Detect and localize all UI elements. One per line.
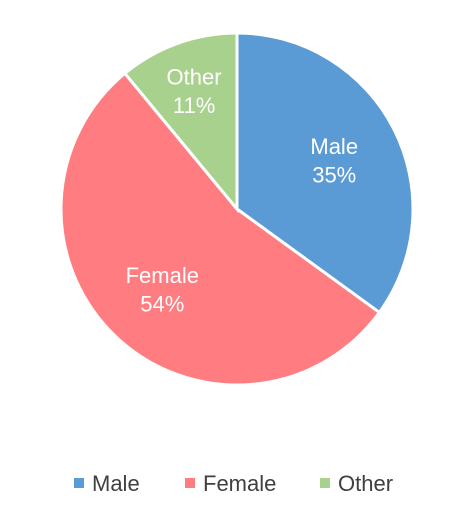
pie-slice-labels: Male 35% Female 54% Other 11%	[126, 64, 358, 316]
data-label-male: Male 35%	[310, 134, 358, 188]
legend-item-other: Other	[320, 471, 393, 496]
pie-slice-female	[59, 71, 382, 387]
data-label-value: 54%	[140, 292, 184, 317]
legend-label-other: Other	[338, 471, 393, 496]
legend-swatch-female	[185, 478, 195, 488]
legend-label-female: Female	[203, 471, 276, 496]
data-label-category: Male	[310, 134, 358, 159]
data-label-category: Other	[167, 64, 222, 89]
legend-swatch-other	[320, 478, 330, 488]
data-label-value: 35%	[312, 163, 356, 188]
legend-label-male: Male	[92, 471, 140, 496]
data-label-female: Female 54%	[126, 263, 199, 317]
legend: Male Female Other	[74, 471, 393, 496]
pie-slice-male	[235, 31, 415, 315]
pie-slice-other	[122, 31, 239, 214]
data-label-other: Other 11%	[167, 64, 222, 118]
data-label-category: Female	[126, 263, 199, 288]
data-label-value: 11%	[173, 93, 215, 118]
legend-item-male: Male	[74, 471, 140, 496]
legend-item-female: Female	[185, 471, 276, 496]
pie-slices	[59, 31, 415, 387]
legend-swatch-male	[74, 478, 84, 488]
